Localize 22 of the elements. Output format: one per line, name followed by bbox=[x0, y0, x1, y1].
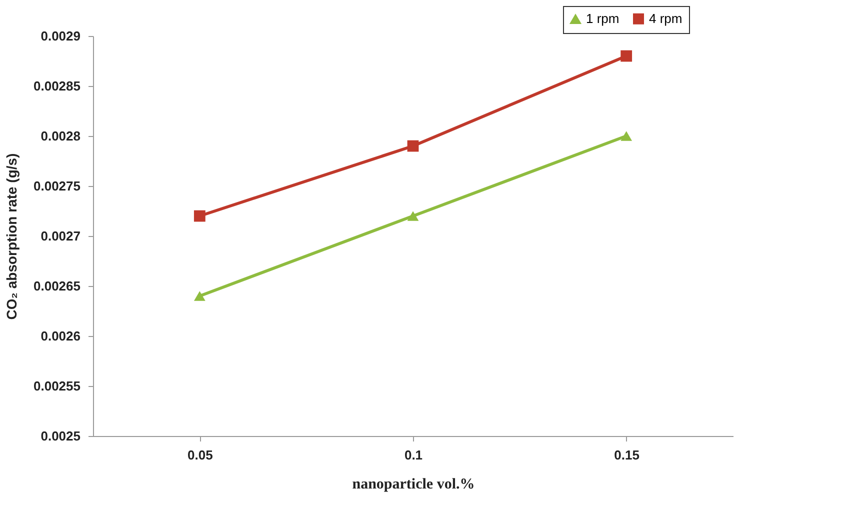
y-tick-label: 0.00255 bbox=[34, 378, 80, 394]
y-tick-label: 0.00265 bbox=[34, 278, 80, 294]
point bbox=[407, 140, 419, 152]
point bbox=[620, 131, 632, 141]
x-axis-title: nanoparticle vol.% bbox=[352, 476, 475, 492]
x-tick-label: 0.15 bbox=[614, 448, 640, 462]
y-tick-label: 0.0027 bbox=[40, 228, 80, 244]
x-tick-label: 0.1 bbox=[404, 448, 423, 462]
legend-label: 1 rpm bbox=[586, 11, 620, 26]
y-tick-label: 0.00285 bbox=[34, 78, 80, 94]
point bbox=[194, 210, 206, 222]
y-tick-label: 0.00275 bbox=[34, 178, 80, 194]
y-tick-label: 0.0025 bbox=[40, 428, 80, 444]
point bbox=[620, 50, 632, 62]
y-tick-label: 0.0026 bbox=[40, 328, 80, 344]
y-axis-title: CO₂ absorption rate (g/s) bbox=[4, 153, 20, 320]
y-tick-label: 0.0028 bbox=[40, 128, 80, 144]
point bbox=[194, 291, 206, 301]
point bbox=[407, 211, 419, 221]
legend-label: 4 rpm bbox=[649, 10, 682, 26]
y-tick-label: 0.0029 bbox=[40, 28, 80, 44]
x-tick-label: 0.05 bbox=[188, 448, 213, 462]
